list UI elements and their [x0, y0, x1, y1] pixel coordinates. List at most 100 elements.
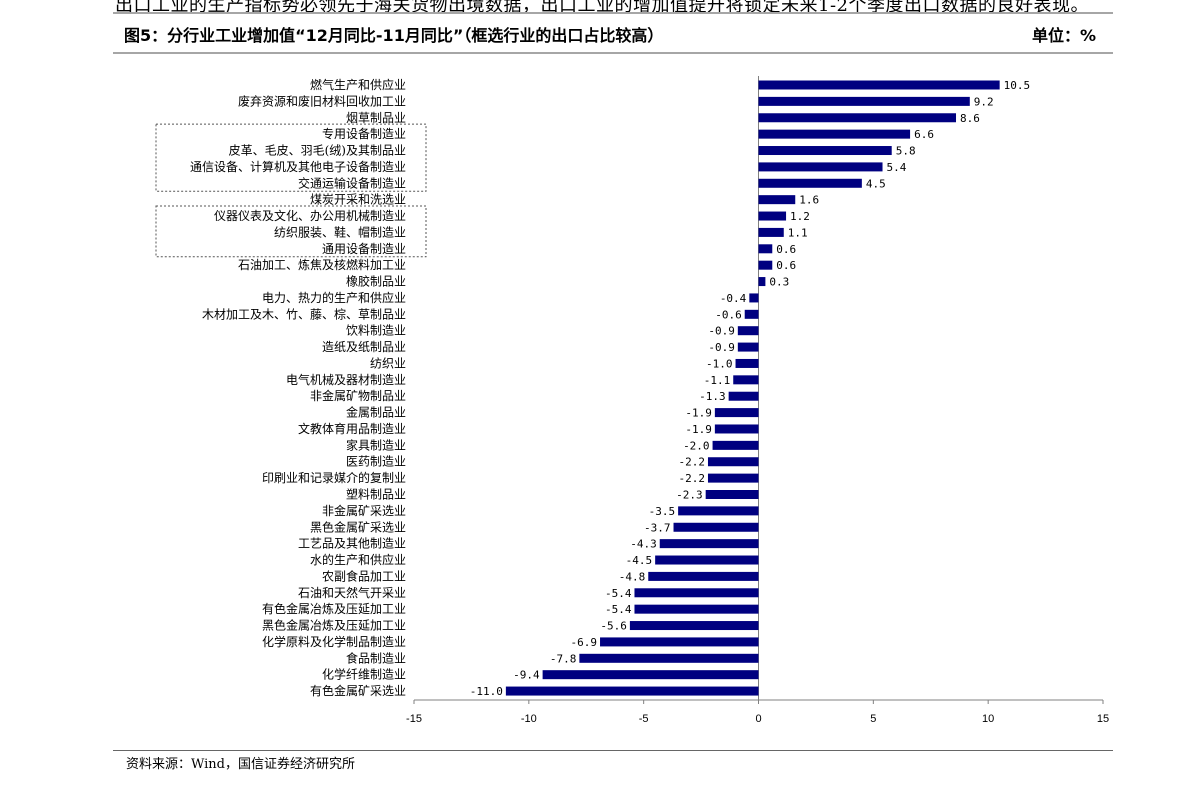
category-label: 非金属矿物制品业 [310, 388, 406, 403]
bar [744, 309, 759, 319]
source-note: 资料来源：Wind，国信证券经济研究所 [126, 757, 355, 772]
data-label: 1.2 [790, 210, 810, 223]
bar [758, 195, 796, 205]
category-label: 文教体育用品制造业 [298, 421, 406, 436]
bar [648, 571, 759, 581]
category-label: 木材加工及木、竹、藤、棕、草制品业 [202, 306, 406, 321]
bar [707, 457, 759, 467]
data-label: -1.3 [699, 390, 726, 403]
bar [758, 211, 787, 221]
data-label: -0.9 [708, 325, 735, 338]
data-label: -5.6 [600, 620, 627, 633]
bar [634, 588, 759, 598]
data-label: -2.2 [678, 456, 705, 469]
category-label: 皮革、毛皮、羽毛(绒)及其制品业 [229, 144, 406, 158]
data-label: -3.7 [644, 521, 671, 534]
category-label: 废弃资源和废旧材料回收加工业 [238, 93, 406, 108]
bar [758, 129, 911, 139]
category-label: 有色金属矿采选业 [310, 683, 406, 698]
highlight-box [155, 205, 427, 258]
category-label: 家具制造业 [346, 437, 406, 452]
bar [758, 277, 766, 287]
bar [678, 506, 759, 516]
bar [629, 621, 759, 631]
highlight-box [155, 123, 427, 192]
bar [655, 555, 759, 565]
bar [758, 113, 957, 123]
category-label: 印刷业和记录媒介的复制业 [262, 470, 406, 485]
category-label: 造纸及纸制品业 [322, 340, 406, 354]
data-label: -1.0 [706, 357, 733, 370]
top-rule [113, 12, 1113, 14]
data-label: 8.6 [960, 112, 980, 125]
bar [714, 424, 759, 434]
data-label: -0.6 [715, 308, 742, 321]
category-label: 专用设备制造业 [322, 126, 406, 141]
category-label: 燃气生产和供应业 [310, 77, 406, 92]
data-label: -5.4 [605, 603, 632, 616]
category-label: 煤炭开采和洗选业 [310, 193, 406, 207]
bar [542, 670, 759, 680]
x-tick-label: -15 [406, 713, 422, 725]
category-label: 饮料制造业 [346, 324, 406, 338]
data-label: -11.0 [470, 685, 503, 698]
category-label: 石油和天然气开采业 [298, 585, 406, 600]
category-label: 电力、热力的生产和供应业 [262, 290, 406, 305]
data-label: -2.0 [683, 439, 710, 452]
category-label: 黑色金属矿采选业 [310, 519, 406, 534]
category-label: 交通运输设备制造业 [298, 175, 406, 190]
x-tick-label: 10 [982, 713, 994, 725]
data-label: -9.4 [513, 669, 540, 682]
data-label: 10.5 [1004, 79, 1031, 92]
data-label: 4.5 [866, 177, 886, 190]
category-label: 农副食品加工业 [322, 568, 406, 583]
category-label: 仪器仪表及文化、办公用机械制造业 [214, 208, 406, 223]
bar [705, 490, 759, 499]
category-label: 纺织服装、鞋、帽制造业 [274, 224, 406, 239]
bar [749, 293, 759, 303]
data-label: -1.1 [704, 374, 731, 387]
x-tick-label: 5 [870, 713, 876, 725]
bar [579, 653, 759, 663]
data-label: 0.6 [776, 243, 796, 256]
bar [600, 637, 759, 647]
bar [659, 539, 759, 549]
title-rule [113, 52, 1113, 54]
category-label: 电气机械及器材制造业 [286, 372, 406, 387]
figure-title: 图5：分行业工业增加值“12月同比-11月同比”（框选行业的出口占比较高） [124, 26, 664, 45]
data-label: -4.8 [619, 570, 646, 583]
bar [733, 375, 759, 385]
bar [758, 96, 970, 106]
category-label: 食品制造业 [346, 650, 406, 665]
bar [735, 358, 759, 368]
data-label: 1.6 [799, 194, 819, 207]
data-label: -1.9 [685, 407, 712, 420]
bar [758, 80, 1000, 90]
unit-label: 单位：% [1032, 26, 1097, 45]
category-label: 工艺品及其他制造业 [298, 537, 406, 551]
bar [673, 522, 759, 532]
category-label: 水的生产和供应业 [310, 552, 406, 567]
category-label: 石油加工、炼焦及核燃料加工业 [238, 257, 406, 272]
data-label: -2.2 [678, 472, 705, 485]
category-label: 纺织业 [370, 356, 406, 370]
category-label: 烟草制品业 [346, 111, 406, 125]
data-label: 5.8 [896, 145, 916, 158]
data-label: 6.6 [914, 128, 934, 141]
data-label: -4.5 [626, 554, 653, 567]
x-tick-label: -10 [521, 713, 537, 725]
bar [714, 408, 759, 418]
bar [728, 391, 759, 401]
category-label: 化学纤维制造业 [322, 667, 406, 682]
data-label: -3.5 [649, 505, 676, 518]
data-label: -5.4 [605, 587, 632, 600]
bar [758, 178, 862, 188]
bar [634, 604, 759, 614]
data-label: 0.6 [776, 259, 796, 272]
bar [758, 244, 773, 254]
category-label: 塑料制品业 [346, 487, 406, 502]
bar [505, 686, 759, 696]
category-label: 医药制造业 [346, 455, 406, 469]
data-label: -1.9 [685, 423, 712, 436]
